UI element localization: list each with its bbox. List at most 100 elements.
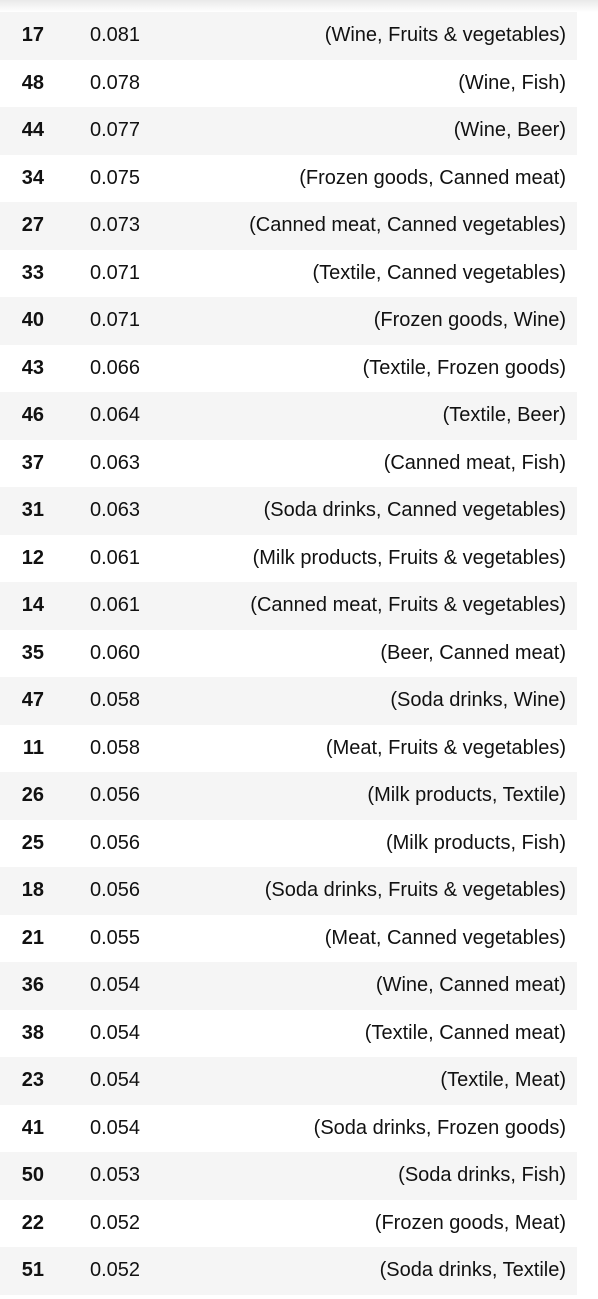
support-value: 0.053 [90,1164,141,1187]
support-value: 0.055 [90,926,141,949]
row-index: 14 [21,594,44,617]
row-index: 40 [21,309,44,332]
row-index: 35 [21,641,44,664]
table-row: 27 0.073 (Canned meat, Canned vegetables) [0,202,577,250]
itemset-value: (Canned meat, Fish) [383,451,566,474]
row-index: 21 [21,926,44,949]
row-index: 12 [21,546,44,569]
table-row: 37 0.063 (Canned meat, Fish) [0,439,577,487]
row-index: 37 [21,451,44,474]
support-value: 0.066 [90,356,141,379]
table-row: 40 0.071 (Frozen goods, Wine) [0,297,577,345]
itemset-value: (Frozen goods, Meat) [374,1211,566,1234]
row-index: 44 [21,119,44,142]
itemset-value: (Beer, Canned meat) [380,641,566,664]
table-row: 50 0.053 (Soda drinks, Fish) [0,1152,577,1200]
support-value: 0.058 [90,736,141,759]
itemset-value: (Textile, Frozen goods) [362,356,566,379]
table-row: 43 0.066 (Textile, Frozen goods) [0,344,577,392]
table-row: 31 0.063 (Soda drinks, Canned vegetables) [0,487,577,535]
row-index: 46 [21,404,44,427]
row-index: 23 [21,1069,44,1092]
support-value: 0.060 [90,641,141,664]
row-index: 22 [21,1211,44,1234]
support-value: 0.052 [90,1211,141,1234]
itemset-value: (Meat, Fruits & vegetables) [325,736,566,759]
itemset-value: (Soda drinks, Wine) [390,689,566,712]
support-value: 0.056 [90,831,141,854]
table-row: 22 0.052 (Frozen goods, Meat) [0,1199,577,1247]
itemset-value: (Wine, Fruits & vegetables) [324,24,566,47]
itemset-value: (Milk products, Fish) [385,831,566,854]
table-row: 11 0.058 (Meat, Fruits & vegetables) [0,724,577,772]
support-value: 0.075 [90,166,141,189]
table-row: 18 0.056 (Soda drinks, Fruits & vegetables… [0,867,577,915]
support-value: 0.063 [90,499,141,522]
support-value: 0.056 [90,879,141,902]
itemset-value: (Milk products, Textile) [367,784,566,807]
table-row: 26 0.056 (Milk products, Textile) [0,772,577,820]
row-index: 25 [21,831,44,854]
itemset-value: (Frozen goods, Canned meat) [299,166,566,189]
row-index: 50 [21,1164,44,1187]
support-value: 0.058 [90,689,141,712]
row-index: 48 [21,71,44,94]
support-value: 0.054 [90,1021,141,1044]
table-row: 47 0.058 (Soda drinks, Wine) [0,677,577,725]
table-row: 38 0.054 (Textile, Canned meat) [0,1009,577,1057]
support-value: 0.078 [90,71,141,94]
table-row: 41 0.054 (Soda drinks, Frozen goods) [0,1104,577,1152]
itemset-value: (Textile, Canned meat) [364,1021,566,1044]
itemset-value: (Meat, Canned vegetables) [324,926,566,949]
itemset-value: (Textile, Canned vegetables) [312,261,566,284]
support-value: 0.061 [90,594,141,617]
row-index: 11 [22,736,44,759]
table-row: 34 0.075 (Frozen goods, Canned meat) [0,154,577,202]
itemset-value: (Wine, Fish) [458,71,566,94]
itemset-value: (Textile, Meat) [440,1069,566,1092]
row-index: 18 [21,879,44,902]
row-index: 27 [21,214,44,237]
itemset-value: (Soda drinks, Fish) [398,1164,566,1187]
support-value: 0.073 [90,214,141,237]
itemset-value: (Canned meat, Fruits & vegetables) [250,594,566,617]
support-value: 0.071 [90,261,141,284]
support-value: 0.077 [90,119,141,142]
table-row: 35 0.060 (Beer, Canned meat) [0,629,577,677]
row-index: 38 [21,1021,44,1044]
itemset-value: (Frozen goods, Wine) [373,309,566,332]
support-value: 0.054 [90,1116,141,1139]
table-row: 21 0.055 (Meat, Canned vegetables) [0,914,577,962]
row-index: 51 [21,1259,44,1282]
support-value: 0.081 [90,24,141,47]
table-row: 33 0.071 (Textile, Canned vegetables) [0,249,577,297]
support-value: 0.071 [90,309,141,332]
itemset-value: (Soda drinks, Frozen goods) [313,1116,566,1139]
table-row: 23 0.054 (Textile, Meat) [0,1057,577,1105]
row-index: 41 [21,1116,44,1139]
itemset-value: (Soda drinks, Textile) [379,1259,566,1282]
table-row: 44 0.077 (Wine, Beer) [0,107,577,155]
itemset-value: (Canned meat, Canned vegetables) [249,214,566,237]
table-row: 17 0.081 (Wine, Fruits & vegetables) [0,12,577,60]
support-value: 0.056 [90,784,141,807]
support-value: 0.063 [90,451,141,474]
support-value: 0.054 [90,974,141,997]
table-row: 25 0.056 (Milk products, Fish) [0,819,577,867]
itemset-value: (Textile, Beer) [442,404,566,427]
itemsets-table: 17 0.081 (Wine, Fruits & vegetables) 48 0.0… [0,12,577,1295]
header-shadow [0,0,598,12]
table-row: 36 0.054 (Wine, Canned meat) [0,962,577,1010]
row-index: 31 [21,499,44,522]
row-index: 47 [21,689,44,712]
row-index: 26 [21,784,44,807]
row-index: 33 [21,261,44,284]
support-value: 0.054 [90,1069,141,1092]
row-index: 36 [21,974,44,997]
itemset-value: (Soda drinks, Fruits & vegetables) [264,879,566,902]
support-value: 0.061 [90,546,141,569]
row-index: 34 [21,166,44,189]
table-row: 12 0.061 (Milk products, Fruits & vegetabl… [0,534,577,582]
itemset-value: (Soda drinks, Canned vegetables) [263,499,566,522]
itemset-value: (Milk products, Fruits & vegetables) [252,546,566,569]
